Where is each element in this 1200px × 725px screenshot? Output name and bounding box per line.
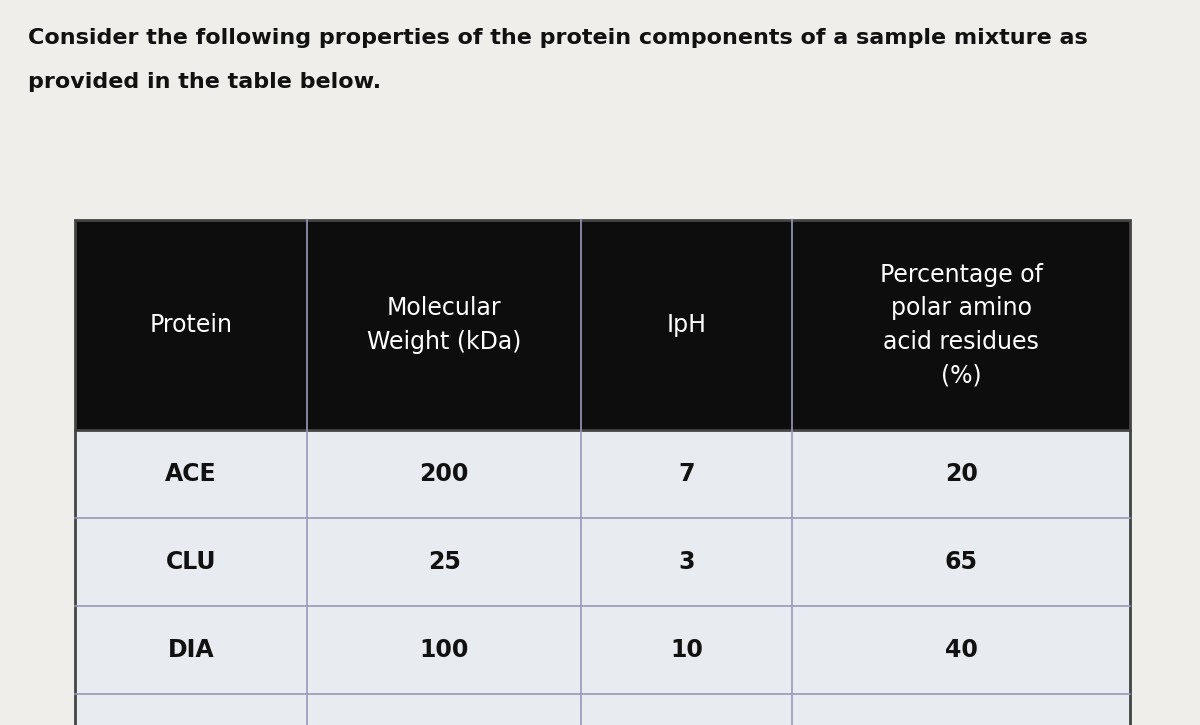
Bar xyxy=(74,430,1130,518)
Text: Consider the following properties of the protein components of a sample mixture : Consider the following properties of the… xyxy=(28,28,1087,48)
Text: 100: 100 xyxy=(420,638,469,662)
Text: 3: 3 xyxy=(679,550,695,574)
Text: 65: 65 xyxy=(944,550,978,574)
Text: 40: 40 xyxy=(944,638,978,662)
Text: provided in the table below.: provided in the table below. xyxy=(28,72,382,92)
Text: IpH: IpH xyxy=(667,313,707,337)
Text: CLU: CLU xyxy=(166,550,216,574)
Text: 7: 7 xyxy=(679,462,695,486)
Bar xyxy=(74,220,1130,430)
Text: Protein: Protein xyxy=(150,313,233,337)
Bar xyxy=(74,518,1130,606)
Text: 20: 20 xyxy=(944,462,978,486)
Bar xyxy=(74,694,1130,725)
Text: DIA: DIA xyxy=(168,638,215,662)
Text: ACE: ACE xyxy=(166,462,217,486)
Text: 10: 10 xyxy=(671,638,703,662)
Bar xyxy=(74,220,1130,725)
Text: 25: 25 xyxy=(428,550,461,574)
Bar xyxy=(74,606,1130,694)
Text: 200: 200 xyxy=(420,462,469,486)
Text: Percentage of
polar amino
acid residues
(%): Percentage of polar amino acid residues … xyxy=(880,262,1043,387)
Text: Molecular
Weight (kDa): Molecular Weight (kDa) xyxy=(367,297,522,354)
